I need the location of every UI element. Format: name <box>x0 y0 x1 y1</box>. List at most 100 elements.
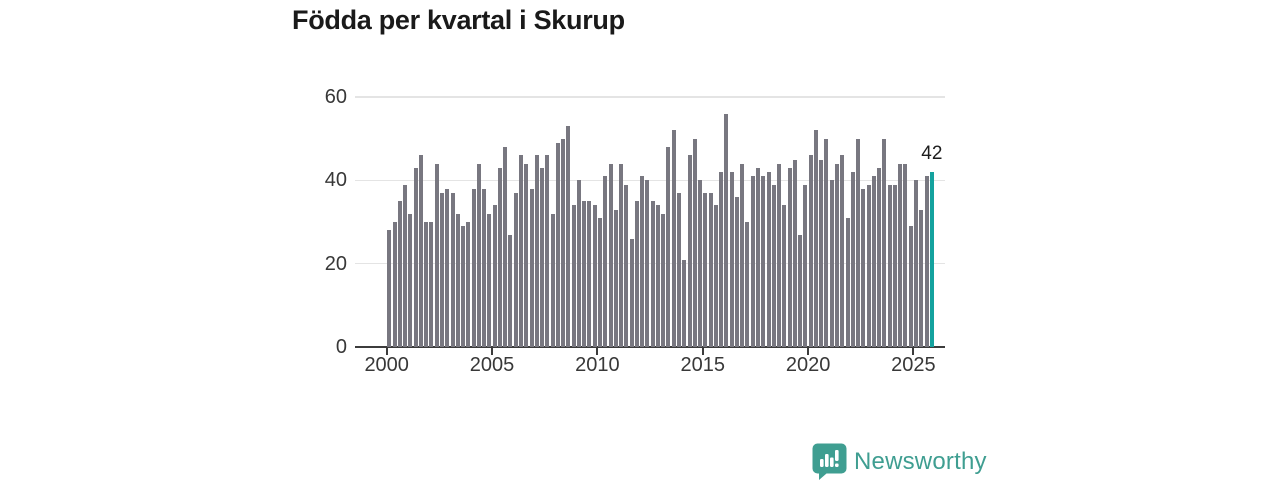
bar <box>792 159 797 347</box>
bar <box>813 130 818 347</box>
x-axis-tick-2005 <box>491 347 494 355</box>
bar <box>698 180 703 347</box>
bar <box>708 192 713 347</box>
x-axis-label-2010: 2010 <box>575 354 620 376</box>
bar <box>524 163 529 347</box>
bar <box>587 201 592 347</box>
bar <box>455 213 460 347</box>
bar <box>582 201 587 347</box>
x-axis-label-2005: 2005 <box>469 354 515 376</box>
bar <box>629 238 634 347</box>
bar <box>619 163 624 347</box>
bar <box>392 222 397 347</box>
bar <box>492 205 497 347</box>
bar <box>634 201 639 347</box>
bar <box>661 213 666 347</box>
y-axis-label-20: 20 <box>324 252 347 275</box>
bar <box>592 205 597 347</box>
bar <box>692 138 697 347</box>
bar <box>545 155 550 347</box>
bar <box>608 163 613 347</box>
bar <box>571 205 576 347</box>
x-axis-tick-2020 <box>807 347 810 355</box>
bar <box>387 230 392 347</box>
bar <box>824 138 829 347</box>
bar <box>871 176 876 347</box>
bar <box>840 155 845 347</box>
bar <box>518 155 523 347</box>
bar <box>782 205 787 347</box>
bar <box>771 184 776 347</box>
bar <box>898 163 903 347</box>
x-axis-tick-2025 <box>912 347 915 355</box>
bar <box>861 188 866 347</box>
bar <box>476 163 481 347</box>
bar <box>787 167 792 347</box>
bar <box>576 180 581 347</box>
bar <box>666 147 671 347</box>
gridline-40 <box>355 179 945 182</box>
bar <box>640 176 645 347</box>
bar <box>513 192 518 347</box>
bar <box>540 167 545 347</box>
newsworthy-logo: Newsworthy <box>812 443 987 480</box>
bar <box>655 205 660 347</box>
bar <box>766 172 771 347</box>
bar <box>850 172 855 347</box>
bar <box>808 155 813 347</box>
bar <box>445 188 450 347</box>
bar <box>745 222 750 347</box>
bar <box>908 226 913 347</box>
bar <box>429 222 434 347</box>
bar <box>534 155 539 347</box>
bar <box>603 176 608 347</box>
bar <box>740 163 745 347</box>
bar <box>866 184 871 347</box>
bar <box>761 176 766 347</box>
bar <box>892 184 897 347</box>
bar <box>914 180 919 347</box>
bar-highlighted <box>929 172 934 347</box>
y-axis-label-0: 0 <box>335 336 347 358</box>
bar <box>466 222 471 347</box>
bar <box>856 138 861 347</box>
bar <box>418 155 423 347</box>
gridline-20 <box>355 262 945 265</box>
bar <box>845 217 850 347</box>
bar <box>750 176 755 347</box>
newsworthy-logo-icon <box>812 443 847 480</box>
bar <box>903 163 908 347</box>
bar <box>482 188 487 347</box>
bar <box>555 142 560 347</box>
bar <box>471 188 476 347</box>
newsworthy-logo-text: Newsworthy <box>854 447 987 475</box>
bar <box>719 172 724 347</box>
bar <box>919 209 924 347</box>
x-axis-tick-2010 <box>596 347 599 355</box>
bar <box>724 113 729 347</box>
bar <box>687 155 692 347</box>
x-axis-label-2000: 2000 <box>364 354 409 376</box>
gridline-60 <box>355 96 945 98</box>
bar <box>497 167 502 347</box>
bar <box>819 159 824 347</box>
bar <box>487 213 492 347</box>
bar <box>835 163 840 347</box>
bar <box>397 201 402 347</box>
bar <box>882 138 887 347</box>
bar <box>756 167 760 347</box>
bar <box>439 192 444 347</box>
x-axis-tick-2000 <box>385 347 388 355</box>
x-axis-tick-2015 <box>701 347 704 355</box>
x-axis-label-2025: 2025 <box>891 354 936 376</box>
chart-title: Födda per kvartal i Skurup <box>292 5 625 35</box>
bar <box>777 163 782 347</box>
bar <box>424 222 429 347</box>
bar <box>550 213 555 347</box>
x-axis-line <box>355 345 945 348</box>
bar <box>803 184 808 347</box>
bar <box>650 201 655 347</box>
bar <box>503 147 508 347</box>
bar <box>924 176 929 347</box>
bar <box>677 192 681 347</box>
